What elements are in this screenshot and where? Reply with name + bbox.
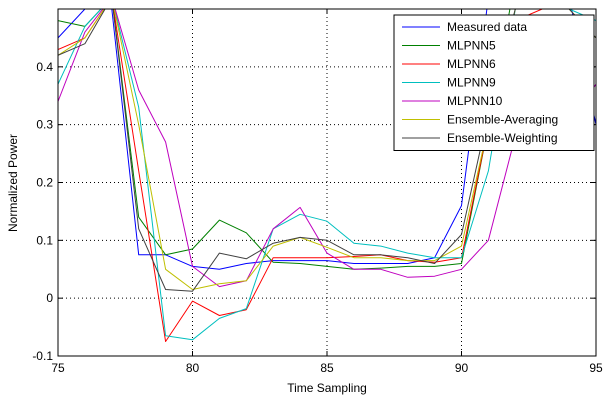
legend-label: MLPNN5 [447,39,496,53]
legend: Measured data MLPNN5 MLPNN6 MLPNN9 MLPNN10 En… [393,14,595,151]
y-tick-label: -0.1 [32,349,53,363]
y-tick-label: 0.1 [36,233,53,247]
legend-label: MLPNN6 [447,57,496,71]
axis-ticks: 75 80 85 90 95 -0.1 0 0.1 0.2 0.3 0.4 [32,9,603,375]
legend-label: MLPNN10 [447,94,503,108]
x-tick-label: 90 [455,361,469,375]
legend-label: MLPNN9 [447,76,496,90]
legend-label: Measured data [447,20,527,34]
x-tick-label: 80 [186,361,200,375]
x-tick-label: 75 [51,361,65,375]
x-axis-label: Time Sampling [287,381,367,395]
x-tick-label: 95 [589,361,603,375]
x-tick-label: 85 [320,361,334,375]
series-line-measured-data [58,9,596,270]
y-tick-label: 0.4 [36,60,53,74]
y-tick-label: 0.3 [36,118,53,132]
legend-label: Ensemble-Averaging [447,113,558,127]
series-line-mlpnn10 [58,9,596,288]
legend-label: Ensemble-Weighting [447,131,558,145]
y-tick-label: 0 [46,291,53,305]
y-tick-label: 0.2 [36,176,53,190]
y-axis-label: Normalized Power [6,134,20,232]
